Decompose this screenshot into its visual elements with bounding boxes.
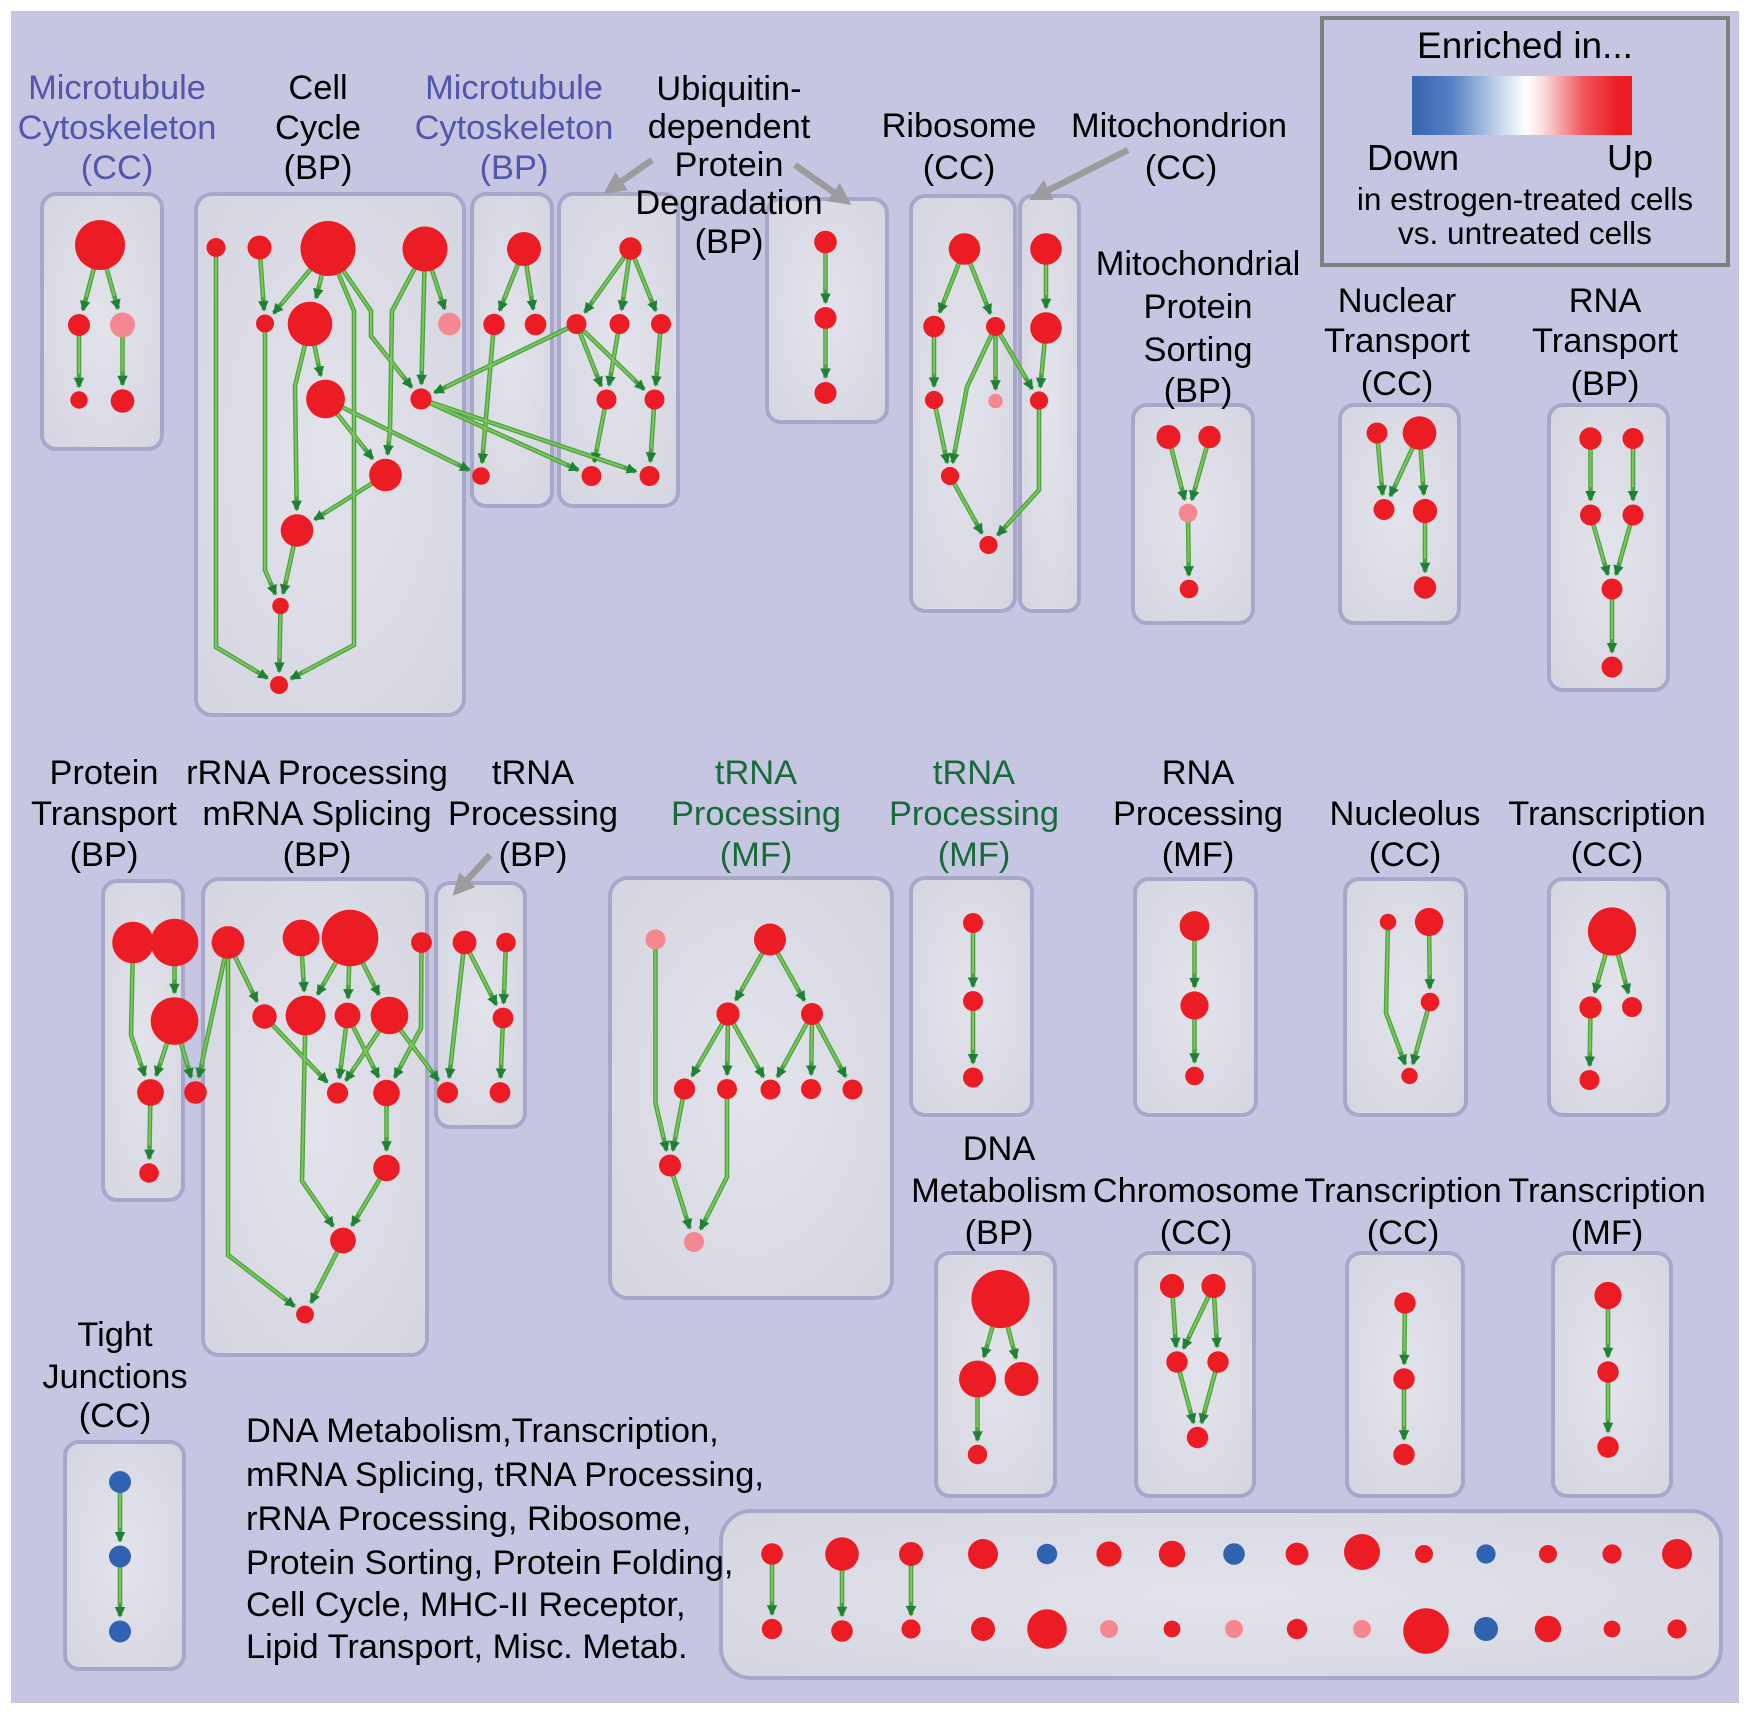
svg-text:Processing: Processing <box>448 795 618 833</box>
svg-text:(CC): (CC) <box>1369 836 1442 874</box>
svg-text:(CC): (CC) <box>1160 1214 1233 1252</box>
svg-text:(BP): (BP) <box>70 836 139 874</box>
svg-text:Chromosome: Chromosome <box>1093 1172 1299 1210</box>
svg-text:Cytoskeleton: Cytoskeleton <box>18 109 217 147</box>
svg-text:(BP): (BP) <box>499 836 568 874</box>
svg-text:Transport: Transport <box>31 795 177 833</box>
svg-text:rRNA Processing, Ribosome,: rRNA Processing, Ribosome, <box>246 1500 691 1538</box>
svg-text:Sorting: Sorting <box>1144 331 1253 369</box>
svg-text:(MF): (MF) <box>1571 1214 1644 1252</box>
svg-text:tRNA: tRNA <box>715 754 797 792</box>
svg-text:DNA Metabolism,Transcription,: DNA Metabolism,Transcription, <box>246 1412 719 1450</box>
svg-text:Transport: Transport <box>1324 322 1470 360</box>
svg-text:Mitochondrion: Mitochondrion <box>1071 107 1287 145</box>
svg-text:Transcription: Transcription <box>1508 795 1706 833</box>
svg-text:Protein: Protein <box>50 754 159 792</box>
svg-text:Processing: Processing <box>889 795 1059 833</box>
svg-text:Transcription: Transcription <box>1304 1172 1502 1210</box>
svg-text:Metabolism: Metabolism <box>911 1172 1087 1210</box>
svg-text:Microtubule: Microtubule <box>28 69 206 107</box>
svg-text:mRNA Splicing, tRNA Processing: mRNA Splicing, tRNA Processing, <box>246 1456 764 1494</box>
svg-text:Nucleolus: Nucleolus <box>1329 795 1480 833</box>
svg-text:Tight: Tight <box>77 1316 153 1354</box>
svg-text:RNA: RNA <box>1569 282 1642 320</box>
svg-text:(CC): (CC) <box>81 149 154 187</box>
svg-text:Ubiquitin-: Ubiquitin- <box>656 70 801 108</box>
svg-text:(BP): (BP) <box>1164 372 1233 410</box>
svg-text:Protein Sorting, Protein Foldi: Protein Sorting, Protein Folding, <box>246 1544 733 1582</box>
svg-text:Processing: Processing <box>671 795 841 833</box>
svg-text:Cytoskeleton: Cytoskeleton <box>415 109 614 147</box>
svg-text:Cell Cycle, MHC-II Receptor,: Cell Cycle, MHC-II Receptor, <box>246 1586 686 1624</box>
svg-text:Down: Down <box>1367 137 1459 178</box>
svg-text:Protein: Protein <box>1144 288 1253 326</box>
svg-text:rRNA Processing: rRNA Processing <box>186 754 448 792</box>
svg-text:(CC): (CC) <box>923 149 996 187</box>
svg-text:Transcription: Transcription <box>1508 1172 1706 1210</box>
svg-text:DNA: DNA <box>963 1130 1036 1168</box>
svg-text:tRNA: tRNA <box>492 754 574 792</box>
svg-text:Protein: Protein <box>675 146 784 184</box>
svg-text:(MF): (MF) <box>720 836 793 874</box>
svg-text:Degradation: Degradation <box>635 184 822 222</box>
svg-text:Cycle: Cycle <box>275 109 361 147</box>
svg-text:(BP): (BP) <box>480 149 549 187</box>
svg-text:(CC): (CC) <box>1571 836 1644 874</box>
svg-text:(CC): (CC) <box>79 1397 152 1435</box>
svg-text:(MF): (MF) <box>938 836 1011 874</box>
svg-text:Processing: Processing <box>1113 795 1283 833</box>
svg-text:Lipid Transport, Misc. Metab.: Lipid Transport, Misc. Metab. <box>246 1628 688 1666</box>
svg-text:(MF): (MF) <box>1162 836 1235 874</box>
svg-text:tRNA: tRNA <box>933 754 1015 792</box>
svg-text:Microtubule: Microtubule <box>425 69 603 107</box>
svg-text:Junctions: Junctions <box>42 1358 187 1396</box>
svg-text:(BP): (BP) <box>1571 365 1640 403</box>
svg-text:Nuclear: Nuclear <box>1338 282 1457 320</box>
svg-text:(BP): (BP) <box>695 223 764 261</box>
svg-text:Enriched in...: Enriched in... <box>1417 25 1633 66</box>
svg-text:dependent: dependent <box>648 108 811 146</box>
svg-text:RNA: RNA <box>1162 754 1235 792</box>
svg-text:(BP): (BP) <box>284 149 353 187</box>
svg-text:mRNA Splicing: mRNA Splicing <box>202 795 431 833</box>
svg-text:Ribosome: Ribosome <box>882 107 1037 145</box>
svg-text:(CC): (CC) <box>1361 365 1434 403</box>
svg-text:in estrogen-treated cells: in estrogen-treated cells <box>1357 181 1693 217</box>
svg-text:(CC): (CC) <box>1367 1214 1440 1252</box>
svg-text:(BP): (BP) <box>965 1214 1034 1252</box>
svg-text:vs. untreated cells: vs. untreated cells <box>1398 215 1652 251</box>
svg-text:Mitochondrial: Mitochondrial <box>1096 245 1301 283</box>
svg-text:Cell: Cell <box>288 69 347 107</box>
svg-text:(BP): (BP) <box>283 836 352 874</box>
svg-text:Up: Up <box>1607 137 1653 178</box>
svg-text:(CC): (CC) <box>1145 149 1218 187</box>
svg-text:Transport: Transport <box>1532 322 1678 360</box>
